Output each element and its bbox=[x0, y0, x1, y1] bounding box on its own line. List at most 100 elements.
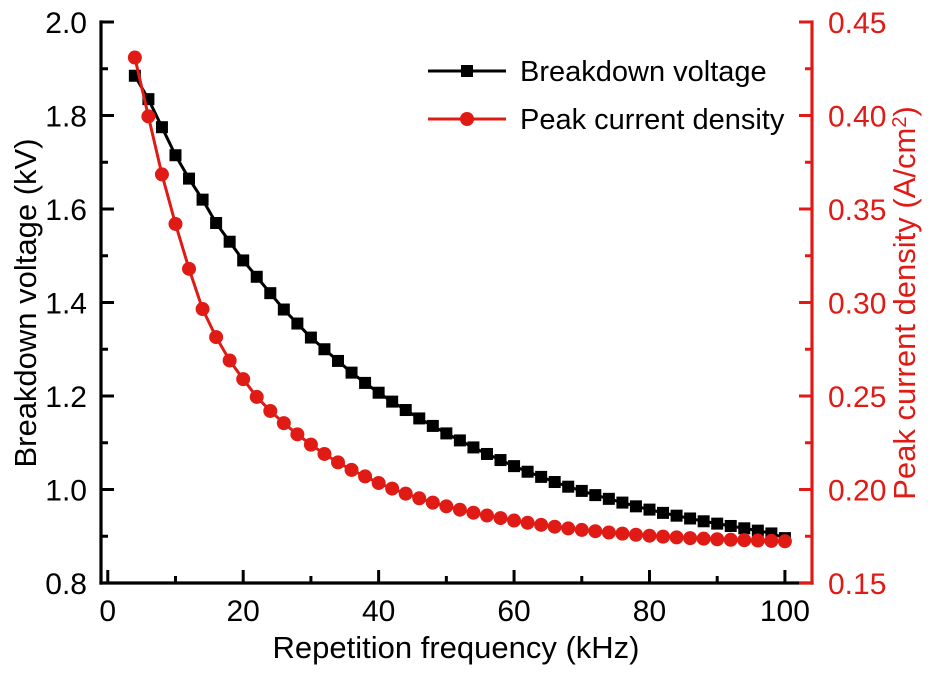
data-point-marker bbox=[196, 193, 209, 206]
data-point-marker bbox=[616, 496, 629, 509]
data-point-marker bbox=[562, 480, 575, 493]
x-tick-label: 20 bbox=[227, 595, 260, 628]
data-point-marker bbox=[331, 455, 345, 470]
y-tick-label: 2.0 bbox=[45, 7, 87, 40]
data-point-marker bbox=[493, 511, 508, 526]
data-point-marker bbox=[398, 486, 413, 501]
data-point-marker bbox=[183, 172, 196, 185]
data-series bbox=[127, 50, 792, 549]
data-point-marker bbox=[222, 353, 237, 368]
data-point-marker bbox=[440, 427, 453, 440]
data-point-marker bbox=[670, 509, 683, 522]
y-tick-label: 0.8 bbox=[45, 568, 87, 601]
data-point-marker bbox=[371, 475, 386, 490]
data-point-marker bbox=[602, 492, 615, 505]
data-point-marker bbox=[601, 525, 616, 540]
chart-legend: Breakdown voltage Peak current density bbox=[428, 56, 785, 136]
x-tick-label: 60 bbox=[497, 595, 530, 628]
data-point-marker bbox=[737, 533, 752, 548]
data-point-marker bbox=[210, 217, 223, 230]
y2-axis-title-base: Peak current density (A/cm bbox=[887, 128, 922, 500]
data-point-marker bbox=[589, 489, 602, 502]
data-point-marker bbox=[276, 416, 291, 431]
data-point-marker bbox=[358, 469, 373, 484]
data-point-marker bbox=[684, 512, 697, 525]
data-point-marker bbox=[169, 149, 182, 162]
x-tick-label: 40 bbox=[362, 595, 395, 628]
data-point-marker bbox=[628, 527, 643, 542]
data-point-marker bbox=[520, 515, 535, 530]
y2-tick-label: 0.20 bbox=[828, 475, 886, 508]
data-point-marker bbox=[318, 343, 331, 356]
data-point-marker bbox=[426, 419, 439, 432]
legend-entry-2[interactable]: Peak current density bbox=[428, 104, 785, 136]
data-point-marker bbox=[521, 465, 534, 478]
y2-tick-label: 0.30 bbox=[828, 288, 886, 321]
data-point-marker bbox=[777, 534, 792, 549]
x-tick-label: 100 bbox=[760, 595, 810, 628]
data-point-marker bbox=[277, 303, 290, 316]
data-point-marker bbox=[643, 503, 656, 516]
axis-tick-labels: 0 20 40 60 80 100 0.8 1.0 1.2 1.4 1.6 1.8 2.0 0.15 0.2… bbox=[45, 7, 886, 628]
data-point-marker bbox=[386, 395, 399, 408]
data-point-marker bbox=[399, 404, 412, 417]
data-point-marker bbox=[453, 434, 466, 447]
data-point-marker bbox=[304, 331, 317, 344]
data-point-marker bbox=[588, 524, 603, 539]
data-point-marker bbox=[479, 508, 494, 523]
series-2 bbox=[127, 50, 792, 549]
data-point-marker bbox=[345, 366, 358, 379]
data-point-marker bbox=[439, 499, 454, 514]
data-point-marker bbox=[669, 530, 684, 545]
data-point-marker bbox=[750, 533, 765, 548]
data-point-marker bbox=[303, 437, 318, 452]
data-point-marker bbox=[168, 216, 183, 231]
data-point-marker bbox=[656, 529, 671, 544]
data-point-marker bbox=[561, 521, 576, 536]
y2-tick-label: 0.45 bbox=[828, 7, 886, 40]
data-point-marker bbox=[683, 531, 698, 546]
data-point-marker bbox=[657, 506, 670, 519]
legend-entry-1[interactable]: Breakdown voltage bbox=[428, 56, 767, 88]
data-point-marker bbox=[412, 491, 427, 506]
legend-label: Breakdown voltage bbox=[520, 56, 767, 88]
data-point-marker bbox=[127, 50, 142, 65]
y-axis-title: Breakdown voltage (kV) bbox=[8, 138, 43, 467]
data-point-marker bbox=[508, 460, 521, 473]
data-point-marker bbox=[696, 531, 711, 546]
data-point-marker bbox=[494, 454, 507, 467]
data-point-marker bbox=[480, 447, 493, 460]
data-point-marker bbox=[615, 526, 630, 541]
data-point-marker bbox=[642, 528, 657, 543]
data-point-marker bbox=[263, 403, 278, 418]
data-point-marker bbox=[223, 235, 236, 248]
y-tick-label: 1.2 bbox=[45, 381, 87, 414]
x-tick-label: 80 bbox=[633, 595, 666, 628]
x-axis-title: Repetition frequency (kHz) bbox=[273, 630, 640, 665]
data-point-marker bbox=[182, 261, 197, 276]
legend-square-icon bbox=[461, 65, 473, 77]
y-tick-label: 1.4 bbox=[45, 288, 87, 321]
data-point-marker bbox=[547, 519, 562, 534]
data-point-marker bbox=[250, 270, 263, 283]
data-point-marker bbox=[413, 412, 426, 425]
x-tick-label: 0 bbox=[99, 595, 116, 628]
legend-circle-icon bbox=[460, 112, 474, 126]
data-point-marker bbox=[236, 372, 251, 387]
y2-axis-title-close: ) bbox=[887, 106, 922, 116]
data-point-marker bbox=[155, 121, 168, 134]
data-point-marker bbox=[195, 302, 210, 317]
y2-axis-title: Peak current density (A/cm2) bbox=[887, 106, 922, 500]
y-tick-label: 1.0 bbox=[45, 475, 87, 508]
data-point-marker bbox=[534, 517, 549, 532]
series-1 bbox=[128, 69, 791, 545]
data-point-marker bbox=[141, 109, 156, 124]
data-point-marker bbox=[751, 524, 764, 537]
data-point-marker bbox=[385, 481, 400, 496]
series-line bbox=[133, 75, 786, 540]
data-point-marker bbox=[317, 446, 332, 461]
y2-tick-label: 0.40 bbox=[828, 101, 886, 134]
data-point-marker bbox=[697, 515, 710, 528]
data-point-marker bbox=[264, 287, 277, 300]
